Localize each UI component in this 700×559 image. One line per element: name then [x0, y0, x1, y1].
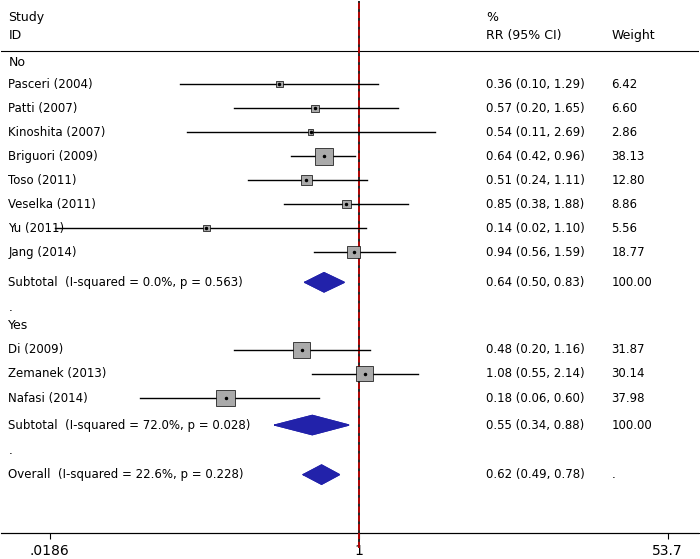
Text: 0.64 (0.50, 0.83): 0.64 (0.50, 0.83) — [486, 276, 584, 289]
Text: 0.64 (0.42, 0.96): 0.64 (0.42, 0.96) — [486, 150, 584, 163]
Text: 6.42: 6.42 — [612, 78, 638, 91]
Text: %: % — [486, 11, 498, 25]
Text: Veselka (2011): Veselka (2011) — [8, 198, 96, 211]
Text: 18.77: 18.77 — [612, 246, 645, 259]
Text: Nafasi (2014): Nafasi (2014) — [8, 391, 88, 405]
Text: Kinoshita (2007): Kinoshita (2007) — [8, 126, 106, 139]
Text: Patti (2007): Patti (2007) — [8, 102, 78, 115]
Text: 0.48 (0.20, 1.16): 0.48 (0.20, 1.16) — [486, 343, 584, 357]
Text: ID: ID — [8, 30, 22, 42]
Text: Toso (2011): Toso (2011) — [8, 174, 77, 187]
Bar — [312, 105, 319, 112]
Text: 0.85 (0.38, 1.88): 0.85 (0.38, 1.88) — [486, 198, 584, 211]
Text: 100.00: 100.00 — [612, 419, 652, 432]
Text: Subtotal  (I-squared = 72.0%, p = 0.028): Subtotal (I-squared = 72.0%, p = 0.028) — [8, 419, 251, 432]
Bar — [342, 200, 351, 209]
Text: 6.60: 6.60 — [612, 102, 638, 115]
Bar — [308, 129, 314, 135]
Text: 8.86: 8.86 — [612, 198, 638, 211]
Text: .: . — [8, 301, 12, 314]
Text: 2.86: 2.86 — [612, 126, 638, 139]
Text: 0.51 (0.24, 1.11): 0.51 (0.24, 1.11) — [486, 174, 584, 187]
Text: 0.62 (0.49, 0.78): 0.62 (0.49, 0.78) — [486, 468, 584, 481]
Bar — [293, 342, 310, 358]
Text: 37.98: 37.98 — [612, 391, 645, 405]
Text: RR (95% CI): RR (95% CI) — [486, 30, 561, 42]
Bar — [202, 225, 210, 231]
Text: Di (2009): Di (2009) — [8, 343, 64, 357]
Text: 5.56: 5.56 — [612, 222, 638, 235]
Text: Overall  (I-squared = 22.6%, p = 0.228): Overall (I-squared = 22.6%, p = 0.228) — [8, 468, 244, 481]
Text: No: No — [8, 56, 25, 69]
Text: Study: Study — [8, 11, 45, 25]
Text: 12.80: 12.80 — [612, 174, 645, 187]
Text: .: . — [8, 444, 12, 457]
Text: 0.54 (0.11, 2.69): 0.54 (0.11, 2.69) — [486, 126, 584, 139]
Text: 0.57 (0.20, 1.65): 0.57 (0.20, 1.65) — [486, 102, 584, 115]
Text: .: . — [612, 468, 615, 481]
Text: Yes: Yes — [8, 319, 29, 333]
Polygon shape — [303, 465, 340, 484]
Text: Weight: Weight — [612, 30, 655, 42]
Text: Jang (2014): Jang (2014) — [8, 246, 77, 259]
Text: 38.13: 38.13 — [612, 150, 645, 163]
Text: Zemanek (2013): Zemanek (2013) — [8, 367, 106, 381]
Text: Yu (2011): Yu (2011) — [8, 222, 64, 235]
Text: 1.08 (0.55, 2.14): 1.08 (0.55, 2.14) — [486, 367, 584, 381]
Text: 0.55 (0.34, 0.88): 0.55 (0.34, 0.88) — [486, 419, 584, 432]
Bar — [216, 390, 235, 406]
Bar — [315, 148, 333, 164]
Text: 0.36 (0.10, 1.29): 0.36 (0.10, 1.29) — [486, 78, 584, 91]
Bar — [301, 176, 312, 185]
Bar — [356, 367, 373, 381]
Text: 31.87: 31.87 — [612, 343, 645, 357]
Text: Briguori (2009): Briguori (2009) — [8, 150, 98, 163]
Text: 0.18 (0.06, 0.60): 0.18 (0.06, 0.60) — [486, 391, 584, 405]
Text: 30.14: 30.14 — [612, 367, 645, 381]
Polygon shape — [305, 273, 344, 292]
Bar — [276, 80, 284, 87]
Text: Subtotal  (I-squared = 0.0%, p = 0.563): Subtotal (I-squared = 0.0%, p = 0.563) — [8, 276, 243, 289]
Text: 0.14 (0.02, 1.10): 0.14 (0.02, 1.10) — [486, 222, 584, 235]
Polygon shape — [275, 415, 349, 435]
Text: 0.94 (0.56, 1.59): 0.94 (0.56, 1.59) — [486, 246, 584, 259]
Text: 100.00: 100.00 — [612, 276, 652, 289]
Text: Pasceri (2004): Pasceri (2004) — [8, 78, 93, 91]
Bar — [347, 247, 360, 258]
